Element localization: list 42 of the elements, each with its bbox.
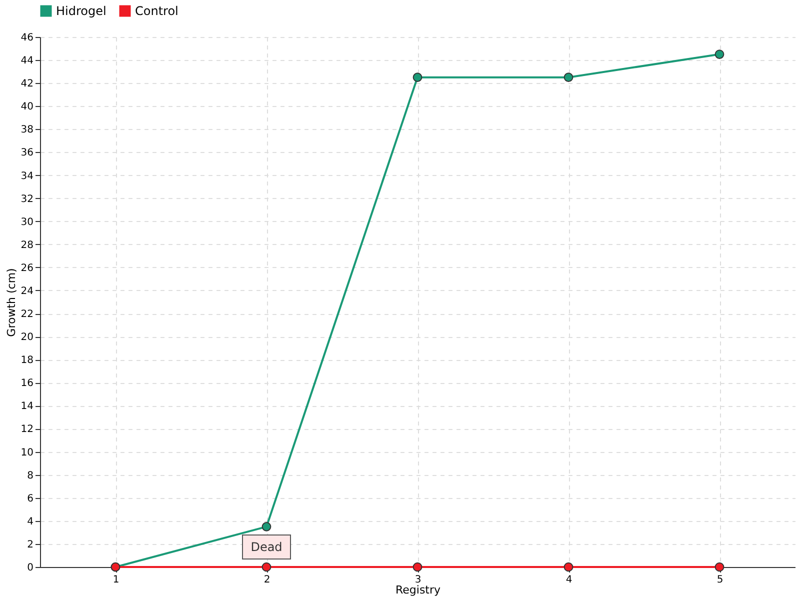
point — [262, 522, 272, 532]
x-axis-title: Registry — [395, 584, 442, 596]
y-tick-label: 6 — [27, 493, 34, 504]
x-tick-label: 3 — [414, 574, 422, 586]
point — [262, 562, 272, 572]
x-tick-label: 4 — [566, 574, 572, 586]
point — [714, 50, 724, 59]
y-tick-label: 42 — [20, 78, 34, 90]
y-tick-label: 14 — [20, 401, 34, 412]
y-tick-label: 4 — [27, 516, 34, 528]
point — [564, 562, 574, 572]
y-tick-label: 12 — [20, 424, 34, 436]
point — [412, 72, 422, 82]
annotation: Dead — [250, 540, 282, 554]
legend-label: Hidrogel — [56, 4, 106, 18]
y-tick-label: 10 — [20, 447, 34, 458]
y-tick-label: 18 — [20, 355, 34, 366]
y-tick-label: 8 — [27, 470, 34, 482]
y-tick-label: 24 — [20, 286, 34, 297]
x-tick-label: 2 — [264, 574, 270, 586]
y-tick-label: 30 — [20, 216, 34, 228]
y-tick-label: 32 — [20, 194, 34, 205]
y-tick-label: 28 — [20, 240, 34, 251]
y-tick-label: 34 — [20, 170, 34, 182]
y-tick-label: 38 — [20, 124, 34, 136]
y-tick-label: 36 — [20, 148, 34, 159]
y-tick-label: 44 — [20, 56, 34, 67]
point — [412, 562, 422, 572]
y-tick-label: 46 — [20, 32, 34, 44]
point — [564, 72, 574, 82]
y-tick-label: 2 — [27, 539, 34, 550]
x-tick-label: 1 — [112, 574, 120, 586]
y-tick-label: 0 — [27, 562, 34, 574]
y-tick-label: 26 — [20, 262, 34, 274]
y-tick-label: 20 — [20, 332, 34, 344]
y-tick-label: 22 — [20, 309, 34, 320]
y-tick-label: 16 — [20, 378, 34, 390]
point — [714, 562, 724, 572]
y-axis-title: Growth (cm) — [4, 268, 18, 337]
legend-label: Control — [135, 4, 178, 18]
y-tick-label: 40 — [20, 102, 34, 113]
x-tick-label: 5 — [716, 574, 724, 586]
